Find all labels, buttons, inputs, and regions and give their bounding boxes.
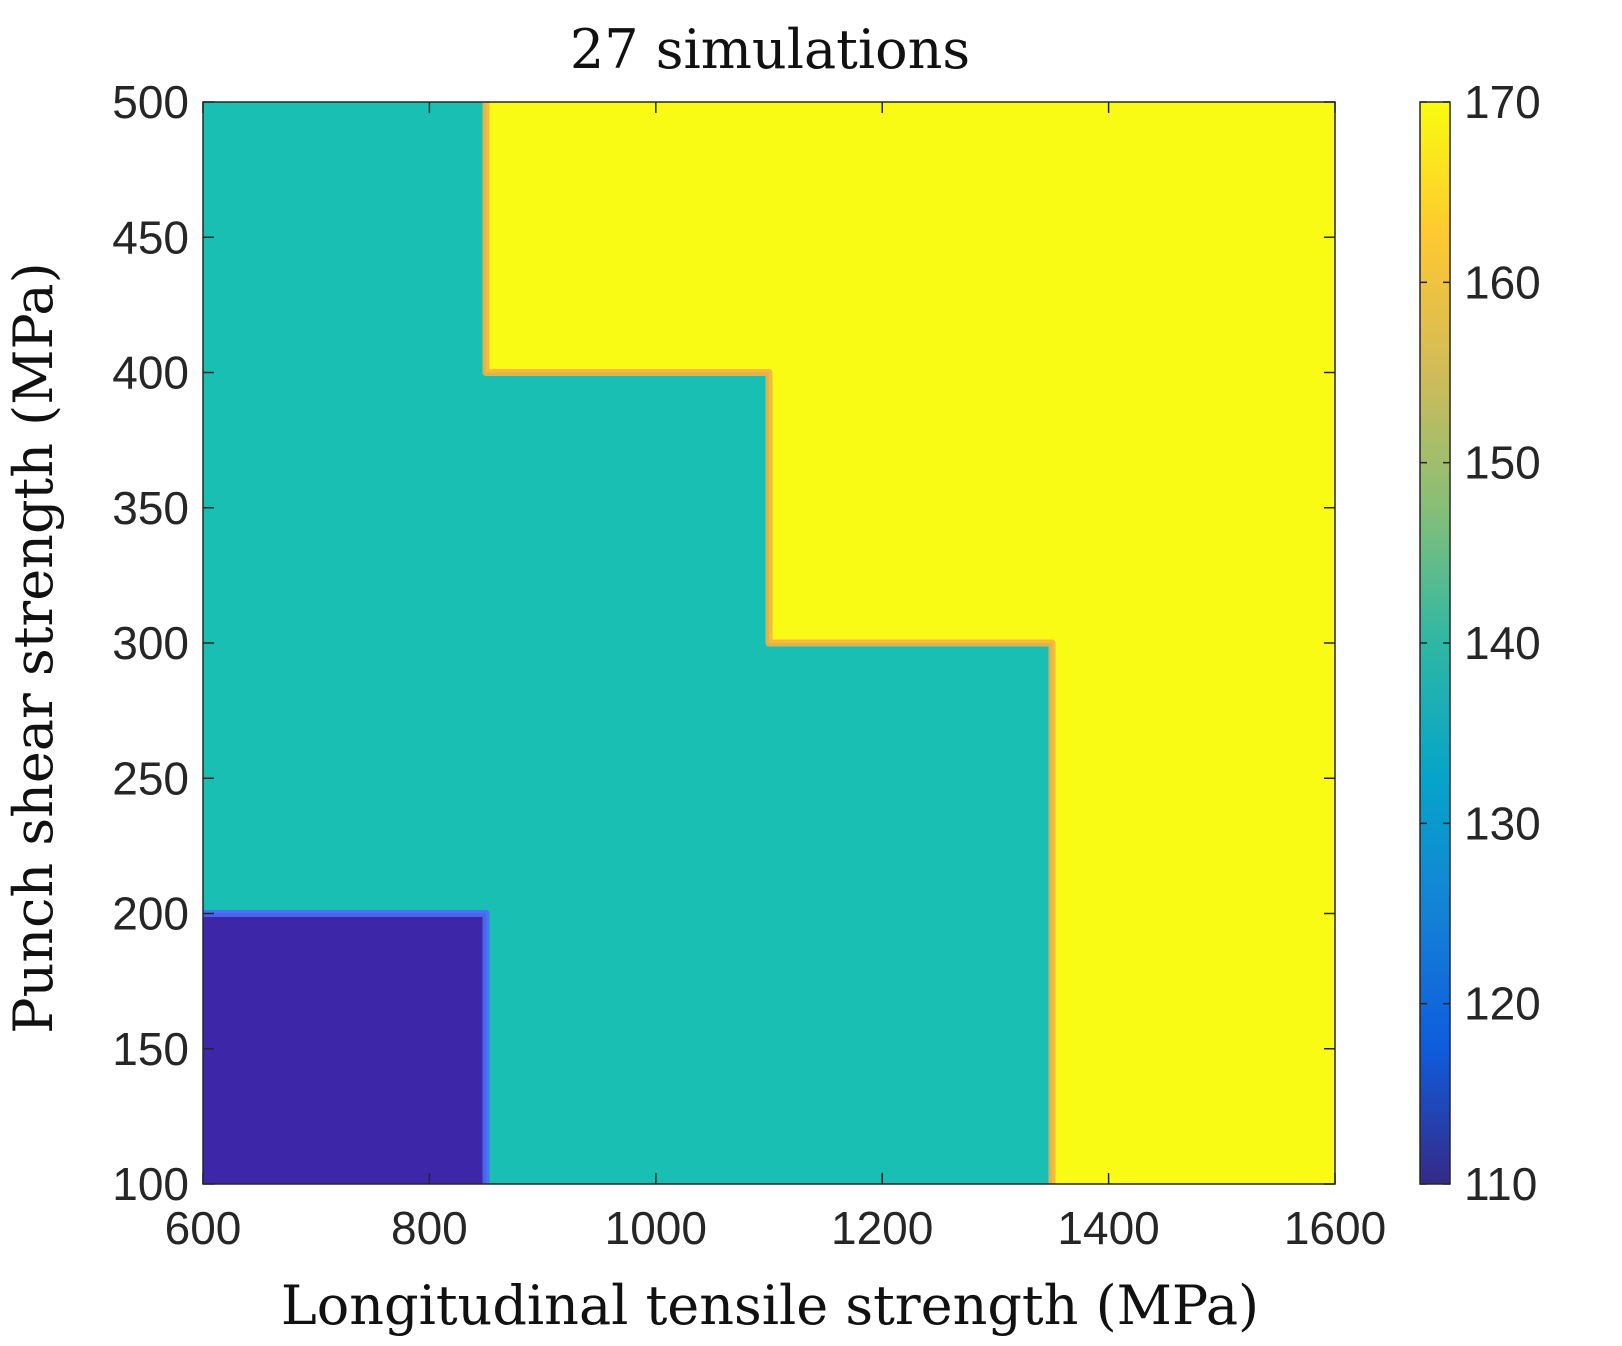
colorbar-ticks: 110 120 130 140 150 160 170 [1420,76,1541,1210]
x-tick-label: 800 [391,1202,468,1254]
y-tick-label: 450 [112,211,189,263]
colorbar-tick-label: 110 [1464,1158,1537,1210]
region-cell-3 [486,372,769,643]
y-tick-label: 500 [112,76,189,128]
x-tick-label: 1400 [1057,1202,1159,1254]
boundary-line-0 [203,910,490,1184]
x-tick-label: 1000 [605,1202,707,1254]
x-axis-ticks: 600 800 1000 1200 1400 1600 [165,102,1386,1254]
contour-boundaries [203,102,1056,1184]
x-tick-label: 600 [165,1202,242,1254]
region-cell-4 [486,102,769,373]
heatmap-regions [203,102,1335,1184]
chart-title: 27 simulations [570,18,970,81]
region-cell-6 [1052,643,1335,1184]
region-cell-0 [203,913,486,1184]
y-tick-label: 150 [112,1023,189,1075]
colorbar-tick-label: 150 [1464,437,1541,489]
boundary-line-1 [482,102,1056,1184]
y-tick-label: 200 [112,888,189,940]
colorbar-tick-label: 140 [1464,617,1541,669]
y-tick-label: 350 [112,482,189,534]
y-tick-label: 100 [112,1158,189,1210]
colorbar-tick-label: 120 [1464,978,1541,1030]
y-axis-ticks: 100 150 200 250 300 350 400 450 500 [112,76,1335,1210]
colorbar-tick-label: 170 [1464,76,1541,128]
y-tick-label: 400 [112,347,189,399]
colorbar-tick-label: 130 [1464,797,1541,849]
region-cell-1 [203,102,486,914]
region-cell-2 [486,643,1052,1184]
y-tick-label: 250 [112,752,189,804]
x-tick-label: 1600 [1284,1202,1386,1254]
y-tick-label: 300 [112,617,189,669]
x-axis-label: Longitudinal tensile strength (MPa) [281,1274,1259,1337]
y-axis-label: Punch shear strength (MPa) [2,262,65,1033]
colorbar-tick-label: 160 [1464,256,1541,308]
region-cell-5 [769,102,1335,643]
x-tick-label: 1200 [831,1202,933,1254]
